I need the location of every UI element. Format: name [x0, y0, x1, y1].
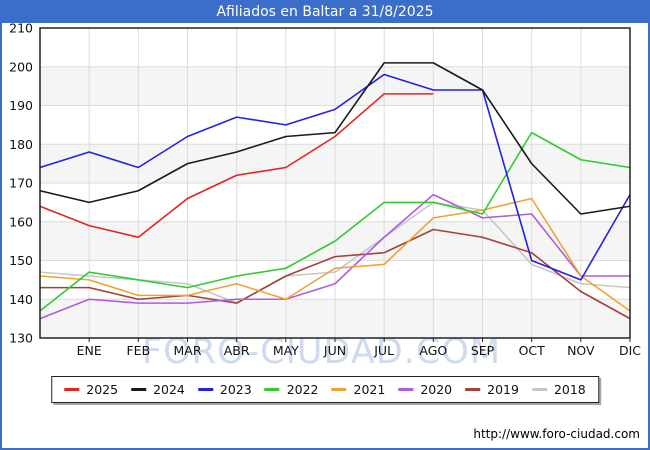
y-axis-label: 160 — [9, 214, 33, 229]
legend-swatch-2021 — [331, 388, 347, 391]
series-line-2020 — [39, 193, 630, 320]
legend-label: 2018 — [553, 382, 586, 397]
y-axis-label: 210 — [9, 21, 33, 36]
footer-link[interactable]: http://www.foro-ciudad.com — [473, 427, 640, 441]
y-axis-label: 170 — [9, 176, 33, 191]
legend-swatch-2024 — [131, 388, 147, 391]
x-axis-label: MAY — [273, 343, 299, 358]
x-axis-label: NOV — [567, 343, 595, 358]
legend-item-2022: 2022 — [264, 382, 319, 397]
legend-item-2025: 2025 — [64, 382, 118, 397]
x-axis-label: ENE — [77, 343, 102, 358]
x-axis-label: AGO — [419, 343, 447, 358]
legend-item-2018: 2018 — [531, 382, 586, 397]
legend-swatch-2022 — [264, 388, 280, 391]
y-axis-label: 200 — [9, 59, 33, 74]
legend-label: 2019 — [487, 382, 519, 397]
watermark: FORO-CIUDAD.COM — [142, 332, 502, 372]
legend-swatch-2020 — [398, 388, 414, 391]
page-title: Afiliados en Baltar a 31/8/2025 — [216, 4, 434, 20]
legend-item-2020: 2020 — [398, 382, 452, 397]
series-line-2021 — [39, 197, 631, 312]
x-axis-label: JUL — [373, 343, 394, 358]
legend-label: 2022 — [286, 382, 319, 397]
series-line-2022 — [39, 131, 631, 312]
series-line-2019 — [40, 228, 631, 320]
series-line-2025 — [39, 93, 434, 239]
x-axis-label: DIC — [619, 343, 641, 358]
legend-item-2019: 2019 — [465, 382, 519, 397]
y-axis-label: 180 — [9, 137, 33, 152]
legend-swatch-2018 — [531, 388, 547, 391]
legend-item-2024: 2024 — [131, 382, 185, 397]
y-axis-label: 140 — [9, 292, 33, 307]
legend-label: 2023 — [219, 382, 252, 397]
series-line-2023 — [39, 73, 631, 281]
legend-item-2023: 2023 — [197, 382, 252, 397]
legend-label: 2025 — [86, 382, 119, 397]
legend-label: 2024 — [153, 382, 185, 397]
legend-swatch-2025 — [64, 388, 80, 391]
plot-border — [39, 27, 631, 339]
x-axis-label: ABR — [224, 343, 250, 358]
y-axis-label: 130 — [9, 331, 33, 346]
y-axis-label: 150 — [9, 253, 33, 268]
series-line-2024 — [39, 62, 631, 215]
x-axis-label: SEP — [471, 343, 495, 358]
y-axis-label: 190 — [9, 98, 33, 113]
legend-item-2021: 2021 — [331, 382, 386, 397]
legend: 2025 2024 2023 2022 2021 2020 2019 2018 — [51, 376, 599, 403]
legend-swatch-2019 — [465, 388, 481, 391]
x-axis-label: JUN — [323, 343, 346, 358]
x-axis-label: OCT — [519, 343, 546, 358]
x-axis-label: FEB — [126, 343, 150, 358]
legend-label: 2020 — [420, 382, 453, 397]
title-bar: Afiliados en Baltar a 31/8/2025 — [2, 2, 648, 23]
x-axis-label: MAR — [173, 343, 201, 358]
legend-label: 2021 — [353, 382, 386, 397]
legend-swatch-2023 — [197, 388, 213, 391]
